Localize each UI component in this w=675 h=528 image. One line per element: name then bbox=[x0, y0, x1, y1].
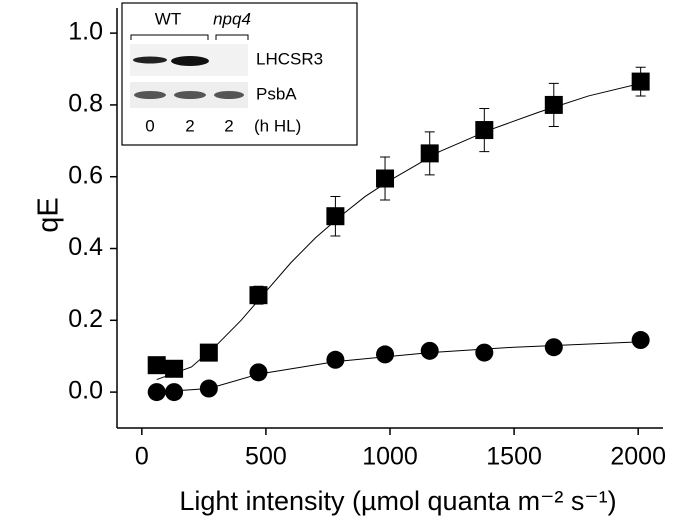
square-marker bbox=[199, 343, 218, 362]
bracket bbox=[130, 34, 249, 40]
circle-marker bbox=[165, 383, 184, 402]
square-marker bbox=[631, 72, 650, 91]
y-tick-label: 0.6 bbox=[68, 161, 103, 189]
circle-marker bbox=[475, 343, 494, 362]
lane-unit: (h HL) bbox=[254, 116, 301, 135]
lane-label: 2 bbox=[224, 116, 233, 135]
square-marker bbox=[376, 169, 395, 188]
square-marker bbox=[326, 207, 345, 226]
group-label: npq4 bbox=[213, 9, 251, 28]
square-marker bbox=[147, 356, 166, 375]
y-axis-label: qE bbox=[33, 197, 65, 232]
x-tick-label: 2000 bbox=[610, 443, 666, 471]
square-marker bbox=[475, 121, 494, 140]
inset: WT npq4 LHCSR3 PsbA 0 2 2 (h HL) bbox=[121, 2, 358, 146]
band bbox=[171, 56, 209, 66]
y-tick-label: 0.4 bbox=[68, 233, 103, 261]
band bbox=[214, 91, 244, 99]
y-tick-label: 0.2 bbox=[68, 305, 103, 333]
circle-marker bbox=[631, 331, 650, 350]
square-marker bbox=[544, 95, 563, 114]
x-tick-label: 1000 bbox=[362, 443, 418, 471]
x-tick-label: 0 bbox=[135, 443, 149, 471]
circle-marker bbox=[376, 345, 395, 364]
row-label: LHCSR3 bbox=[256, 49, 323, 68]
y-tick-label: 0.0 bbox=[68, 377, 103, 405]
lane-label: 0 bbox=[145, 116, 154, 135]
band bbox=[174, 91, 206, 99]
group-label: WT bbox=[155, 9, 181, 28]
x-axis-label: Light intensity (µmol quanta m⁻² s⁻¹) bbox=[179, 486, 616, 516]
band bbox=[133, 56, 167, 64]
x-tick-label: 500 bbox=[245, 443, 287, 471]
y-tick-label: 0.8 bbox=[68, 90, 103, 118]
x-tick-label: 1500 bbox=[486, 443, 542, 471]
lane-label: 2 bbox=[185, 116, 194, 135]
y-tick-label: 1.0 bbox=[68, 18, 103, 46]
circle-marker bbox=[420, 341, 439, 360]
square-marker bbox=[420, 144, 439, 163]
circle-marker bbox=[544, 338, 563, 357]
circle-marker bbox=[249, 363, 268, 382]
circle-marker bbox=[199, 379, 218, 398]
square-marker bbox=[249, 286, 268, 305]
fit-curve bbox=[156, 341, 641, 393]
circle-marker bbox=[147, 383, 166, 402]
circle-marker bbox=[326, 350, 345, 369]
row-label: PsbA bbox=[256, 84, 297, 103]
band bbox=[134, 91, 166, 99]
square-marker bbox=[165, 359, 184, 378]
